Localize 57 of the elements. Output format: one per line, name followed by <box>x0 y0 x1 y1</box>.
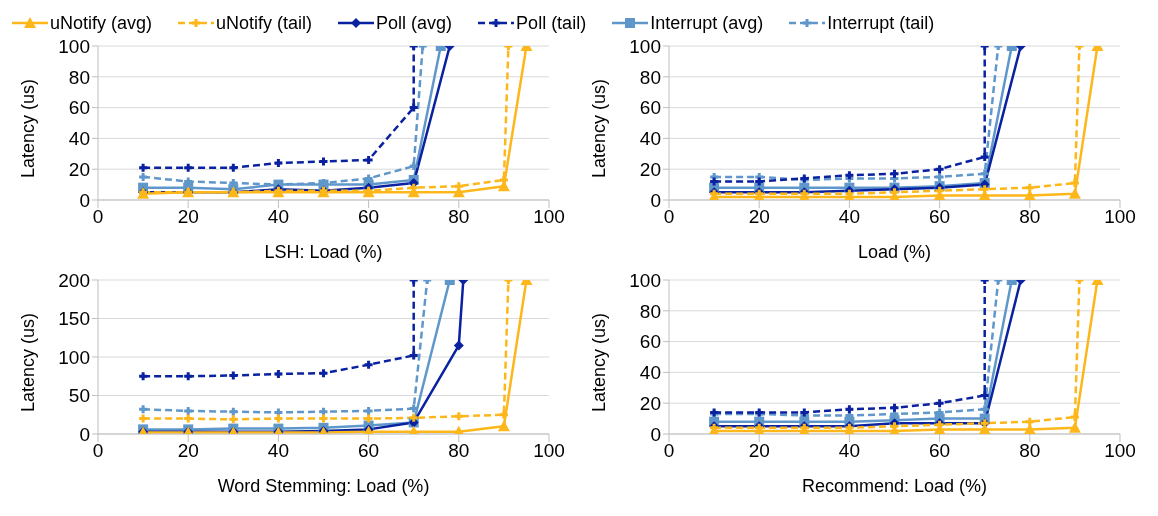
y-tick-label: 200 <box>58 269 90 291</box>
x-tick-label: 80 <box>1019 206 1041 228</box>
x-tick-label: 60 <box>929 206 951 228</box>
y-tick-label: 100 <box>58 35 90 57</box>
x-tick-label: 80 <box>448 440 470 462</box>
legend-label: Interrupt (avg) <box>650 12 764 34</box>
x-tick-label: 40 <box>838 206 860 228</box>
x-tick-label: 100 <box>1104 440 1136 462</box>
y-tick-label: 50 <box>68 385 90 407</box>
x-axis-title: LSH: Load (%) <box>264 242 383 262</box>
y-tick-label: 150 <box>58 308 90 330</box>
legend-label: Poll (tail) <box>516 12 587 34</box>
y-tick-label: 80 <box>639 66 661 88</box>
y-axis-title: Latency (us) <box>589 312 610 412</box>
y-tick-label: 80 <box>639 300 661 322</box>
y-axis-title: Latency (us) <box>18 78 39 178</box>
y-tick-label: 80 <box>68 66 90 88</box>
x-tick-label: 20 <box>748 440 770 462</box>
y-tick-label: 0 <box>650 423 661 445</box>
x-tick-label: 100 <box>533 440 565 462</box>
y-tick-label: 20 <box>68 158 90 180</box>
y-tick-label: 100 <box>629 35 661 57</box>
x-tick-label: 40 <box>267 206 289 228</box>
y-tick-label: 40 <box>639 362 661 384</box>
x-tick-label: 20 <box>177 440 199 462</box>
x-tick-label: 40 <box>838 440 860 462</box>
y-tick-label: 60 <box>639 331 661 353</box>
y-tick-label: 0 <box>79 423 90 445</box>
x-tick-label: 60 <box>358 206 380 228</box>
x-axis-title: Word Stemming: Load (%) <box>217 476 430 496</box>
y-tick-label: 60 <box>68 97 90 119</box>
x-tick-label: 60 <box>929 440 951 462</box>
x-tick-label: 80 <box>1019 440 1041 462</box>
y-tick-label: 20 <box>639 158 661 180</box>
y-axis-title: Latency (us) <box>589 78 610 178</box>
y-tick-label: 60 <box>639 97 661 119</box>
x-tick-label: 40 <box>267 440 289 462</box>
x-axis-title: Load (%) <box>857 242 932 262</box>
x-tick-label: 100 <box>1104 206 1136 228</box>
legend-label: Interrupt (tail) <box>827 12 935 34</box>
legend-label: uNotify (avg) <box>50 12 153 34</box>
legend-label: Poll (avg) <box>376 12 453 34</box>
y-tick-label: 100 <box>58 346 90 368</box>
x-tick-label: 60 <box>358 440 380 462</box>
x-tick-label: 20 <box>748 206 770 228</box>
y-tick-label: 40 <box>68 128 90 150</box>
x-axis-title: Recommend: Load (%) <box>801 476 988 496</box>
x-tick-label: 100 <box>533 206 565 228</box>
x-tick-label: 20 <box>177 206 199 228</box>
legend-label: uNotify (tail) <box>216 12 313 34</box>
y-axis-title: Latency (us) <box>18 312 39 412</box>
y-tick-label: 100 <box>629 269 661 291</box>
y-tick-label: 20 <box>639 392 661 414</box>
y-tick-label: 40 <box>639 128 661 150</box>
y-tick-label: 0 <box>650 189 661 211</box>
x-tick-label: 80 <box>448 206 470 228</box>
y-tick-label: 0 <box>79 189 90 211</box>
